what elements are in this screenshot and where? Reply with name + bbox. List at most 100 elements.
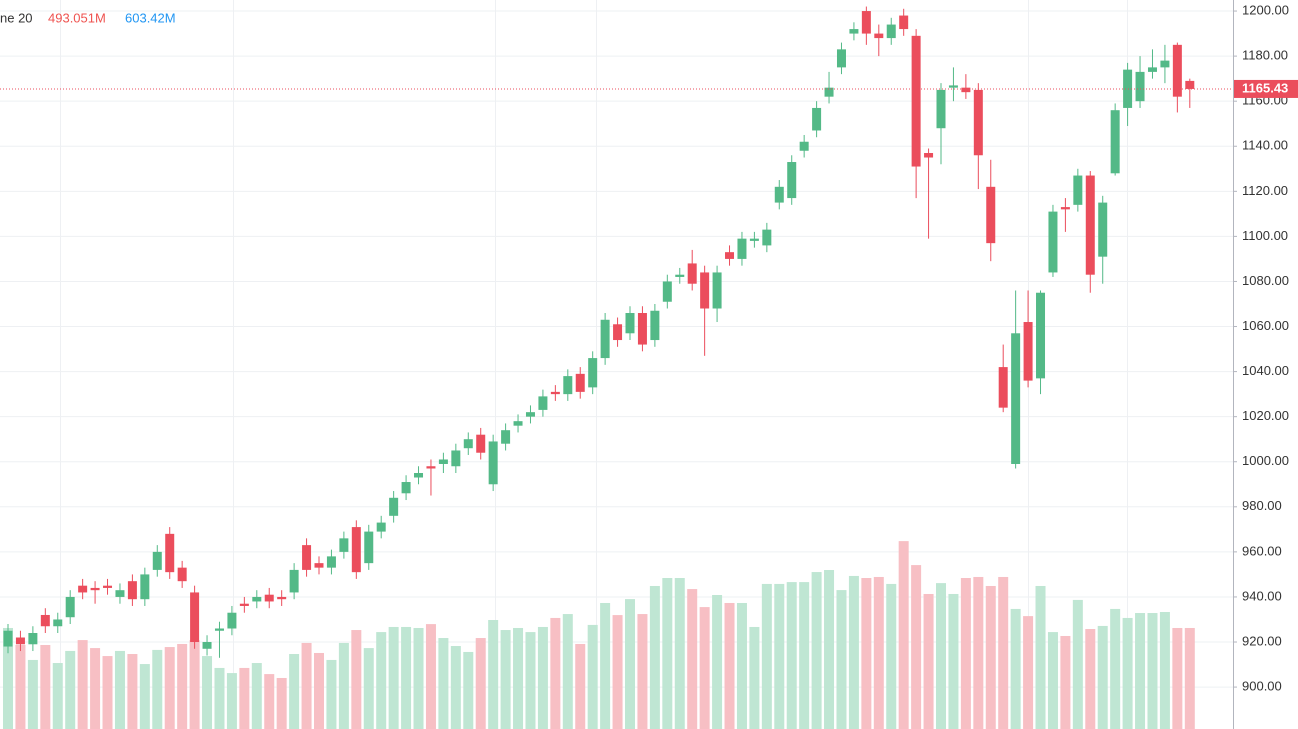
candle-body xyxy=(451,450,461,467)
candle-body xyxy=(787,162,797,199)
volume-bar xyxy=(848,575,859,729)
candle-body xyxy=(1185,80,1195,89)
candle-body xyxy=(899,15,909,30)
candle-body xyxy=(948,85,958,88)
volume-bar xyxy=(1023,616,1034,729)
legend-label: ne 20 xyxy=(0,10,33,25)
volume-bar xyxy=(736,602,747,729)
volume-bar xyxy=(264,674,275,729)
candle-body xyxy=(289,569,299,593)
candle-body xyxy=(140,574,150,600)
volume-bar xyxy=(65,650,76,729)
candle-body xyxy=(78,585,88,593)
y-tick-label: 1200.00 xyxy=(1242,2,1289,17)
candle-body xyxy=(326,556,336,568)
candle-body xyxy=(924,153,934,158)
volume-bar xyxy=(139,664,150,729)
candle-body xyxy=(650,310,660,341)
candle-body xyxy=(339,538,349,552)
candle-body xyxy=(90,587,100,591)
volume-bar xyxy=(1122,617,1133,729)
candle-body xyxy=(563,376,573,395)
last-price-box xyxy=(1234,79,1298,98)
volume-bar xyxy=(164,647,175,729)
volume-bar xyxy=(1184,627,1195,729)
volume-bar xyxy=(401,626,412,729)
candle-body xyxy=(687,263,697,284)
volume-bar xyxy=(948,593,959,729)
axis-background xyxy=(1233,0,1298,729)
candle-body xyxy=(1023,322,1033,381)
candle-body xyxy=(812,107,822,131)
candle-body xyxy=(1135,71,1145,102)
candle-body xyxy=(637,313,647,345)
y-tick-label: 1120.00 xyxy=(1242,183,1288,198)
volume-bar xyxy=(513,627,524,729)
volume-bar xyxy=(251,663,262,729)
candle-body xyxy=(40,614,50,627)
volume-bar xyxy=(363,648,374,729)
candle-body xyxy=(799,141,809,151)
volume-bar xyxy=(1135,613,1146,729)
volume-bar xyxy=(774,583,785,729)
y-tick-label: 920.00 xyxy=(1242,633,1282,648)
volume-bar xyxy=(873,576,884,729)
volume-bar xyxy=(425,624,436,729)
candle-body xyxy=(749,238,759,241)
candle-body xyxy=(414,473,424,478)
volume-bar xyxy=(388,626,399,729)
volume-bar xyxy=(886,583,897,729)
candle-body xyxy=(53,619,63,627)
candle-body xyxy=(1060,207,1070,210)
volume-bar xyxy=(40,644,51,729)
candle-body xyxy=(501,430,511,444)
candle-body xyxy=(513,421,523,426)
volume-bars xyxy=(3,541,1195,729)
volume-bar xyxy=(1035,585,1046,729)
price-grid xyxy=(0,10,1233,688)
volume-bar xyxy=(662,577,673,729)
volume-bar xyxy=(936,583,946,729)
volume-bar xyxy=(1147,613,1158,729)
candles xyxy=(0,6,1233,658)
y-tick-label: 1020.00 xyxy=(1242,408,1289,423)
y-tick-label: 960.00 xyxy=(1242,543,1282,558)
candle-body xyxy=(1036,292,1046,379)
volume-bar xyxy=(687,589,698,729)
candle-body xyxy=(1172,44,1182,97)
volume-bar xyxy=(127,654,138,729)
candle-body xyxy=(463,439,473,449)
candle-body xyxy=(538,396,548,410)
volume-bar xyxy=(314,652,324,729)
volume-bar xyxy=(1097,625,1108,729)
candle-body xyxy=(737,238,747,259)
candle-body xyxy=(700,272,710,309)
candle-body xyxy=(986,186,996,244)
candle-body xyxy=(426,466,436,469)
volume-bar xyxy=(562,614,573,729)
volume-bar xyxy=(475,638,486,729)
volume-bar xyxy=(500,630,511,729)
candle-body xyxy=(1011,333,1021,464)
volume-bar xyxy=(77,640,88,729)
candle-body xyxy=(1110,110,1120,174)
volume-bar xyxy=(413,627,424,729)
candle-body xyxy=(936,89,946,129)
y-tick-label: 1040.00 xyxy=(1242,363,1289,378)
volume-bar xyxy=(338,642,349,729)
volume-bar xyxy=(861,577,872,729)
candle-body xyxy=(961,87,971,93)
volume-bar xyxy=(537,626,548,729)
candle-body xyxy=(600,319,610,359)
y-tick-label: 1080.00 xyxy=(1242,273,1289,288)
legend-average: 603.42M xyxy=(125,10,176,25)
y-tick-label: 1140.00 xyxy=(1242,138,1288,153)
last-price-label: 1165.43 xyxy=(1242,80,1288,95)
volume-bar xyxy=(276,677,287,729)
volume-bar xyxy=(712,595,723,729)
volume-bar xyxy=(612,615,623,729)
volume-bar xyxy=(90,648,101,729)
candle-body xyxy=(28,633,38,645)
volume-bar xyxy=(326,659,337,729)
